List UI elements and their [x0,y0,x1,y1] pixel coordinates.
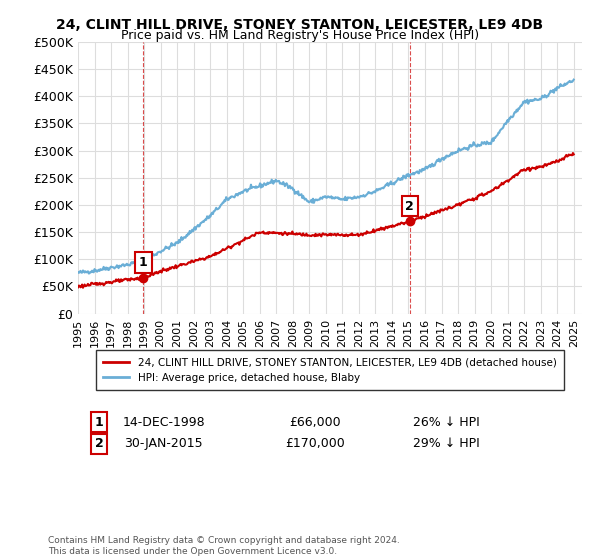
Legend: 24, CLINT HILL DRIVE, STONEY STANTON, LEICESTER, LE9 4DB (detached house), HPI: : 24, CLINT HILL DRIVE, STONEY STANTON, LE… [96,350,564,390]
Text: 30-JAN-2015: 30-JAN-2015 [124,437,203,450]
Text: 24, CLINT HILL DRIVE, STONEY STANTON, LEICESTER, LE9 4DB: 24, CLINT HILL DRIVE, STONEY STANTON, LE… [56,18,544,32]
Text: 1: 1 [139,256,148,269]
Text: £66,000: £66,000 [289,416,341,429]
Text: 26% ↓ HPI: 26% ↓ HPI [413,416,479,429]
Text: 2: 2 [406,199,414,213]
Text: 29% ↓ HPI: 29% ↓ HPI [413,437,479,450]
Text: 1: 1 [95,416,104,429]
Text: Price paid vs. HM Land Registry's House Price Index (HPI): Price paid vs. HM Land Registry's House … [121,29,479,42]
Text: Contains HM Land Registry data © Crown copyright and database right 2024.
This d: Contains HM Land Registry data © Crown c… [48,536,400,556]
Text: £170,000: £170,000 [285,437,345,450]
Text: 14-DEC-1998: 14-DEC-1998 [122,416,205,429]
Text: 2: 2 [95,437,104,450]
